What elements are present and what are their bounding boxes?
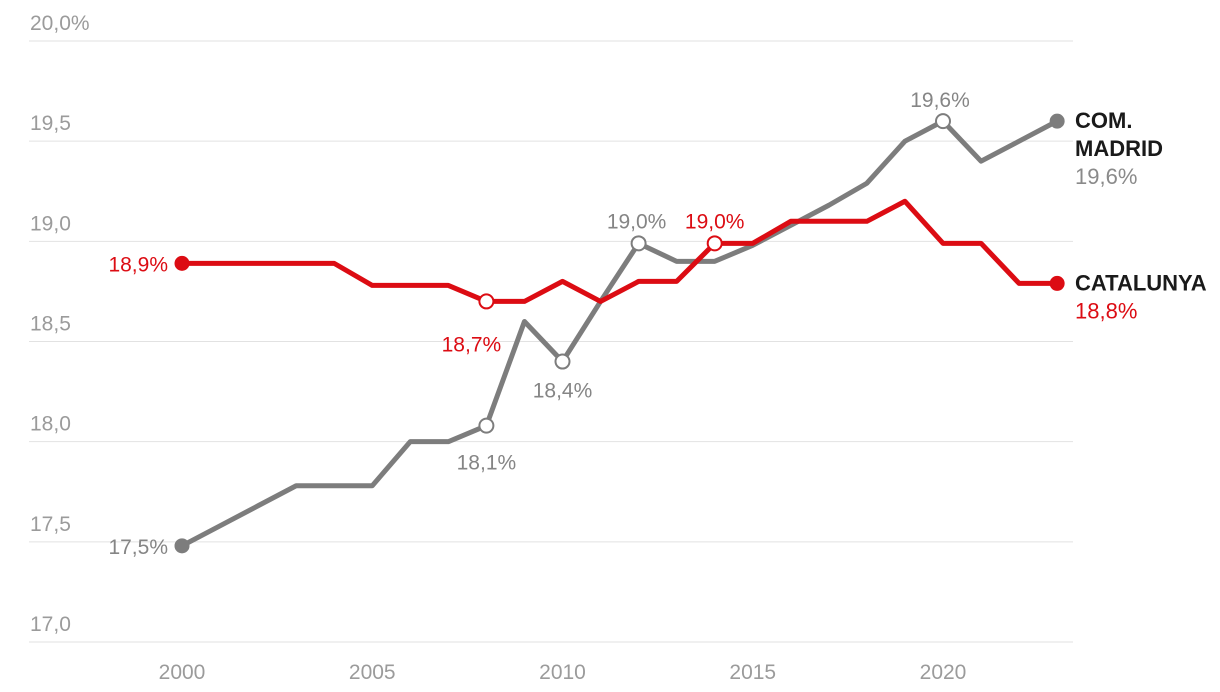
catalunya-point-label: 18,7% — [442, 333, 502, 356]
catalunya-dot-marker — [1049, 275, 1065, 291]
catalunya-series-end-value: 18,8% — [1075, 298, 1137, 323]
y-axis-label: 20,0% — [30, 12, 90, 35]
madrid-point-label: 19,0% — [607, 210, 667, 233]
y-axis-label: 18,0 — [30, 413, 71, 436]
madrid-dot-marker — [174, 538, 190, 554]
madrid-series-name: COM. — [1075, 108, 1132, 133]
madrid-point-label: 19,6% — [910, 89, 970, 112]
y-axis-label: 17,0 — [30, 613, 71, 636]
x-axis-label: 2010 — [539, 661, 586, 684]
catalunya-point-label: 18,9% — [108, 253, 168, 276]
catalunya-ring-marker — [478, 293, 495, 310]
madrid-series-name: MADRID — [1075, 136, 1163, 161]
madrid-point-label: 17,5% — [108, 536, 168, 559]
y-axis-label: 19,0 — [30, 212, 71, 235]
catalunya-dot-marker — [174, 255, 190, 271]
y-axis-label: 17,5 — [30, 513, 71, 536]
madrid-ring-marker — [630, 235, 647, 252]
madrid-dot-marker — [1049, 113, 1065, 129]
catalunya-ring-marker — [706, 235, 723, 252]
y-axis-label: 18,5 — [30, 312, 71, 335]
madrid-line — [179, 118, 1060, 549]
madrid-ring-marker — [554, 353, 571, 370]
madrid-point-label: 18,1% — [457, 452, 517, 475]
x-axis-label: 2015 — [729, 661, 776, 684]
catalunya-point-label: 19,0% — [685, 210, 745, 233]
x-axis-label: 2000 — [159, 661, 206, 684]
madrid-series-end-value: 19,6% — [1075, 164, 1137, 189]
madrid-ring-marker — [478, 417, 495, 434]
x-axis-label: 2005 — [349, 661, 396, 684]
catalunya-line — [179, 198, 1060, 304]
x-axis-label: 2020 — [920, 661, 967, 684]
madrid-ring-marker — [935, 113, 951, 130]
y-axis-label: 19,5 — [30, 112, 71, 135]
madrid-point-label: 18,4% — [533, 380, 593, 403]
catalunya-series-name: CATALUNYA — [1075, 270, 1207, 295]
